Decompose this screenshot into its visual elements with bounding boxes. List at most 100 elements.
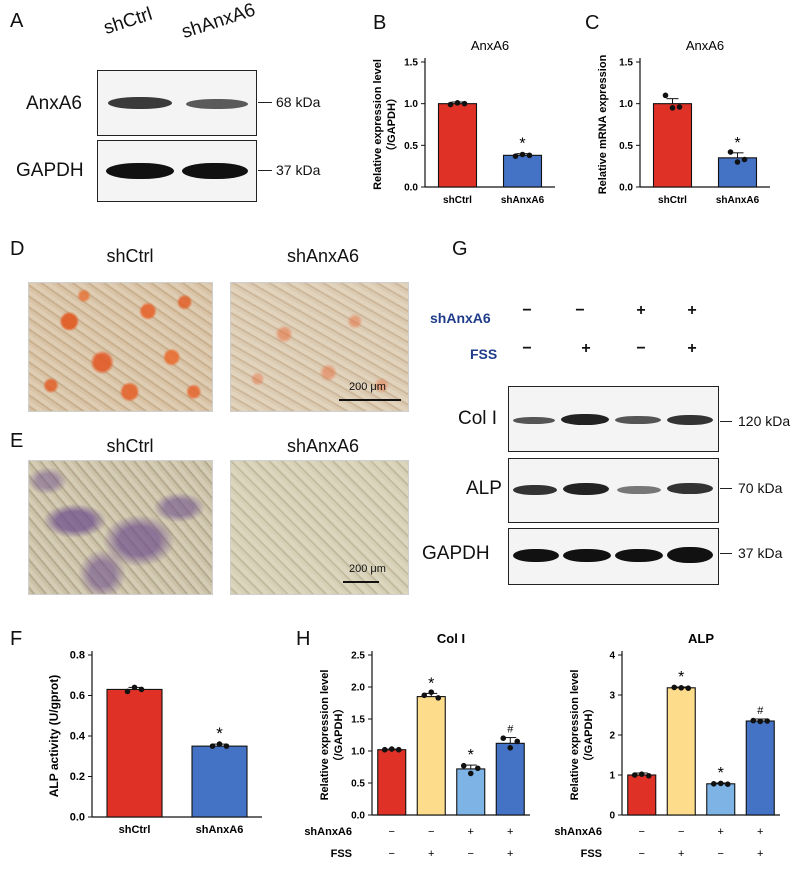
y-tick-label: 1.5 [404, 58, 418, 69]
data-point [676, 104, 683, 110]
sign-plus: + [687, 340, 697, 357]
data-point [678, 685, 685, 691]
x-tick-label: shAnxA6 [501, 195, 545, 206]
bar [437, 103, 478, 188]
blot-row-label-gapdh: GAPDH [16, 160, 84, 181]
blot-row-label-alp: ALP [466, 478, 502, 499]
panel-letter-a: A [10, 10, 24, 32]
lane-label-shctrl: shCtrl [101, 3, 155, 40]
condition-sign: + [507, 826, 513, 838]
sign-minus: − [522, 302, 532, 319]
y-tick-label: 1 [609, 771, 615, 782]
y-tick-label: 2.0 [351, 683, 365, 694]
y-tick-label: 2 [609, 731, 615, 742]
band [615, 416, 661, 424]
x-tick-label: shAnxA6 [196, 824, 244, 836]
band [667, 415, 713, 425]
condition-sign: − [639, 826, 645, 838]
y-tick-label: 0.6 [70, 690, 85, 702]
scale-label: 200 μm [349, 563, 386, 575]
micrograph-alizarin-shctrl [28, 282, 213, 412]
chart-title: AnxA6 [471, 38, 509, 53]
data-point [435, 695, 442, 701]
marker-tick [720, 488, 732, 490]
data-point [388, 746, 395, 752]
sign-minus: − [522, 340, 532, 357]
significance-mark: * [468, 747, 474, 764]
significance-mark: * [519, 136, 525, 153]
condition-label: shAnxA6 [554, 826, 602, 838]
data-point [209, 743, 216, 749]
x-tick-label: shCtrl [119, 824, 151, 836]
significance-mark: * [216, 724, 223, 743]
y-axis-label-line: Relative mRNA expression [597, 54, 609, 194]
band [667, 547, 713, 563]
band [108, 97, 172, 109]
band [513, 549, 559, 562]
band [513, 417, 555, 424]
y-axis-label-line: Relative expression level [372, 59, 384, 190]
y-axis-label-line: （/GAPDH） [385, 92, 398, 157]
y-axis-label: ALP activity (U/gprot) [47, 675, 61, 797]
data-point [454, 100, 461, 106]
sign-plus: + [636, 302, 646, 319]
data-point [395, 746, 402, 753]
data-point [757, 718, 764, 725]
data-point [467, 770, 474, 777]
data-point [460, 762, 467, 769]
sign-minus: − [575, 302, 585, 319]
bar [191, 745, 248, 818]
data-point [662, 92, 669, 99]
chart-f: 0.0 0.2 0.4 0.6 0.8 ALP activity (U/gprot) shC… [47, 650, 262, 836]
x-tick-label: shCtrl [443, 195, 472, 206]
data-point [138, 686, 145, 693]
band [667, 483, 713, 494]
panel-letter-b: B [373, 12, 387, 34]
y-axis-label: Relative mRNA expression [597, 54, 609, 194]
condition-sign: + [468, 826, 474, 838]
condition-sign: + [507, 848, 513, 860]
marker-tick [720, 421, 732, 423]
kda-label-68: 68 kDa [276, 94, 321, 110]
blot-row-label-anxa6: AnxA6 [26, 93, 82, 114]
y-tick-label: 2.5 [351, 651, 365, 662]
bar [627, 774, 657, 816]
row-header-fss: FSS [470, 346, 498, 362]
sign-plus: + [581, 340, 591, 357]
significance-mark: # [507, 724, 514, 736]
data-point [764, 718, 771, 724]
y-tick-label: 1.0 [351, 747, 365, 758]
blot-alp [508, 458, 719, 523]
blot-col1 [508, 386, 719, 452]
data-point [421, 692, 428, 699]
bar [652, 103, 693, 188]
data-point [724, 781, 731, 787]
condition-sign: + [428, 848, 434, 860]
blot-row-label-gapdh: GAPDH [422, 543, 490, 564]
blot-anxa6 [97, 70, 257, 136]
significance-mark: * [718, 765, 724, 782]
data-point [638, 771, 645, 777]
chart-title: Col I [437, 631, 465, 646]
bar [377, 749, 407, 816]
data-point [685, 685, 692, 691]
data-point [474, 765, 481, 772]
data-point [526, 152, 533, 159]
data-point [519, 151, 526, 158]
y-tick-label: 4 [609, 651, 615, 662]
bar [106, 688, 163, 818]
y-tick-label: 0.5 [404, 141, 418, 152]
micrograph-label-shanxa6: shAnxA6 [286, 246, 360, 266]
y-tick-label: 0.0 [404, 183, 418, 194]
data-point [381, 746, 388, 753]
band [563, 549, 611, 562]
band [186, 99, 248, 109]
micrograph-alp-shanxa6: 200 μm [230, 460, 409, 595]
micrograph-label-shanxa6: shAnxA6 [286, 436, 360, 456]
data-point [645, 773, 652, 779]
marker-tick [258, 170, 272, 172]
y-tick-label: 0.2 [70, 771, 85, 783]
data-point [124, 688, 131, 695]
y-axis-label: Relative expression level （/GAPDH） [372, 59, 398, 190]
band [182, 163, 248, 179]
